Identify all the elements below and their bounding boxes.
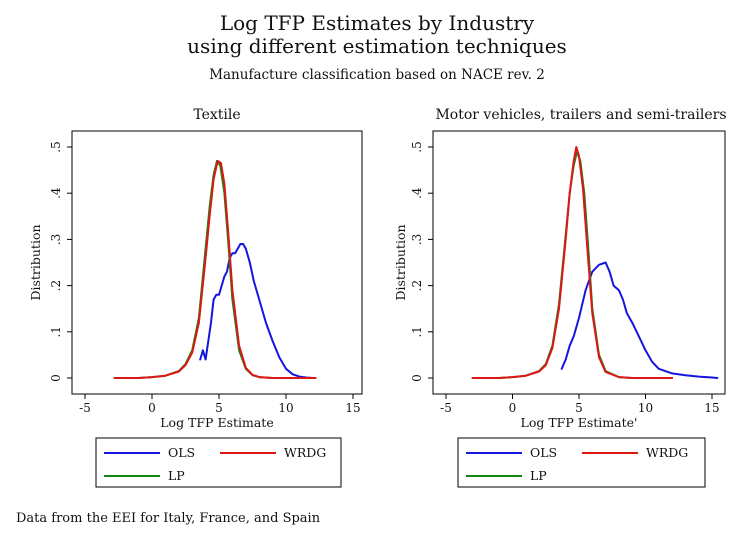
x-tick-label: 5 (215, 401, 223, 415)
y-tick-label: .1 (410, 326, 424, 337)
legend-label-ols: OLS (530, 445, 557, 460)
y-tick-label: .3 (49, 234, 63, 245)
y-tick-label: .1 (49, 326, 63, 337)
x-tick-label: 5 (575, 401, 583, 415)
series-line-ols (199, 243, 314, 379)
x-tick-label: 15 (345, 401, 360, 415)
legend-label-wrdg: WRDG (284, 445, 326, 460)
y-axis-label: Distribution (393, 224, 408, 300)
y-tick-label: .4 (49, 187, 63, 199)
plot-frame (71, 130, 363, 395)
series-line-wrdg (113, 159, 317, 379)
y-tick-label: .5 (410, 141, 424, 152)
y-tick-label: .3 (410, 234, 424, 245)
y-tick-label: .5 (49, 141, 63, 152)
figure-title-line2: using different estimation techniques (187, 34, 567, 58)
x-axis-label: Log TFP Estimate (160, 415, 273, 430)
legend: OLS WRDG LP (457, 437, 706, 488)
x-tick-label: -5 (440, 401, 452, 415)
y-tick-label: .4 (410, 187, 424, 199)
panel-motor-vehicles: Motor vehicles, trailers and semi-traile… (393, 107, 727, 488)
y-axis-label: Distribution (28, 224, 43, 300)
y-tick-label: 0 (49, 374, 63, 382)
figure-note: Data from the EEI for Italy, France, and… (16, 511, 321, 526)
plot-frame (432, 130, 726, 395)
x-tick-label: 10 (278, 401, 293, 415)
legend-label-wrdg: WRDG (646, 445, 688, 460)
panel-title: Motor vehicles, trailers and semi-traile… (435, 107, 726, 123)
x-tick-label: 0 (148, 401, 156, 415)
legend-box (95, 437, 342, 488)
y-tick-label: .2 (410, 280, 424, 291)
figure-title-line1: Log TFP Estimates by Industry (220, 11, 535, 35)
series-line-ols (560, 261, 719, 379)
y-tick-label: .2 (49, 280, 63, 291)
legend-label-ols: OLS (168, 445, 195, 460)
x-tick-label: 0 (509, 401, 517, 415)
series-line-wrdg (471, 146, 674, 379)
x-axis-label: Log TFP Estimate' (521, 415, 638, 430)
y-tick-label: 0 (410, 374, 424, 382)
x-tick-label: -5 (79, 401, 91, 415)
legend-label-lp: LP (168, 468, 185, 483)
panel-title: Textile (193, 107, 240, 123)
legend: OLS WRDG LP (95, 437, 342, 488)
x-tick-label: 15 (704, 401, 719, 415)
figure-subtitle: Manufacture classification based on NACE… (209, 67, 545, 83)
x-tick-label: 10 (638, 401, 653, 415)
series-line-lp (113, 159, 317, 379)
legend-box (457, 437, 706, 488)
panel-textile: Textile 0 .1 .2 .3 .4 .5 -5 0 5 10 15 Log TFP Estima… (28, 107, 363, 488)
legend-label-lp: LP (530, 468, 547, 483)
